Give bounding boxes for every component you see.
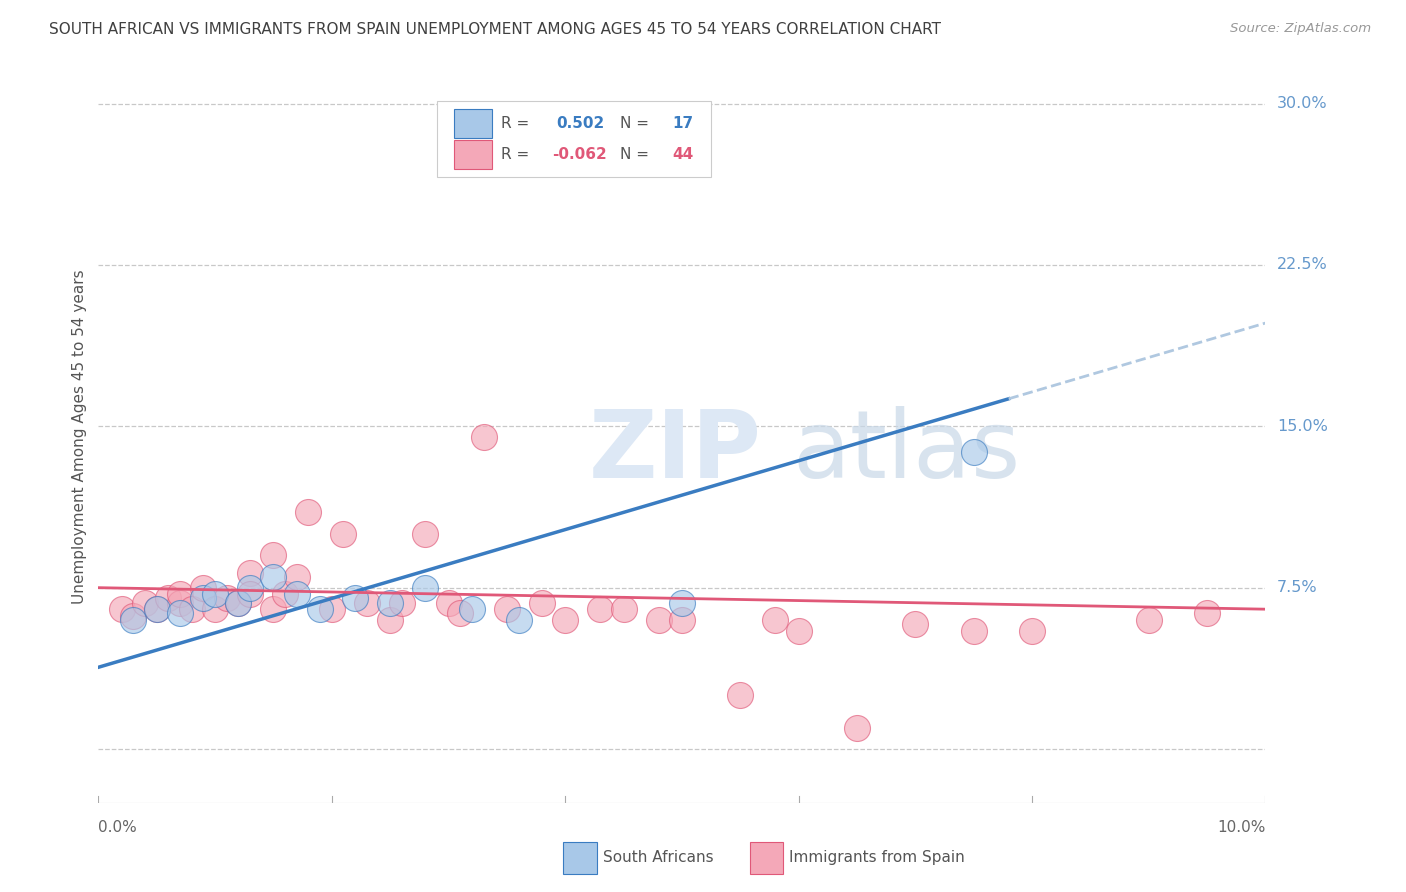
Point [380,613,402,627]
Text: 0.0%: 0.0% [98,820,138,835]
Point [169,596,191,610]
Point [215,591,238,606]
Text: R =: R = [501,116,534,131]
Text: N =: N = [620,116,654,131]
Point [239,587,262,601]
Text: 17: 17 [672,116,693,131]
Point [449,607,471,621]
Text: R =: R = [501,147,534,161]
Point [228,596,250,610]
Text: South Africans: South Africans [603,850,713,865]
Point [496,602,519,616]
Point [193,591,215,606]
Point [122,608,145,623]
Point [146,602,169,616]
Text: N =: N = [620,147,654,161]
Text: 44: 44 [672,147,693,161]
Text: 0.502: 0.502 [555,116,605,131]
Point [730,688,752,702]
Point [671,613,693,627]
Point [193,581,215,595]
Point [763,613,786,627]
Point [146,602,169,616]
Point [297,505,319,519]
Point [846,721,869,735]
Point [262,549,284,563]
Point [274,587,297,601]
Point [180,602,202,616]
Y-axis label: Unemployment Among Ages 45 to 54 years: Unemployment Among Ages 45 to 54 years [72,269,87,605]
Point [647,613,669,627]
Point [1137,613,1160,627]
Text: Source: ZipAtlas.com: Source: ZipAtlas.com [1230,22,1371,36]
Point [169,607,191,621]
Text: 10.0%: 10.0% [1218,820,1265,835]
Point [321,602,343,616]
Point [904,617,927,632]
Point [1195,607,1218,621]
FancyBboxPatch shape [562,841,596,874]
Point [787,624,810,638]
Point [169,587,191,601]
Text: 7.5%: 7.5% [1277,580,1317,595]
Text: 30.0%: 30.0% [1277,96,1327,112]
FancyBboxPatch shape [437,101,711,178]
Point [437,596,460,610]
Point [204,602,226,616]
Point [413,527,436,541]
Text: atlas: atlas [793,406,1021,498]
Point [391,596,413,610]
Point [285,587,308,601]
Point [380,596,402,610]
Point [134,596,156,610]
Point [111,602,134,616]
Text: 15.0%: 15.0% [1277,419,1327,434]
Point [530,596,553,610]
Text: Immigrants from Spain: Immigrants from Spain [789,850,965,865]
Text: 22.5%: 22.5% [1277,258,1327,272]
Text: SOUTH AFRICAN VS IMMIGRANTS FROM SPAIN UNEMPLOYMENT AMONG AGES 45 TO 54 YEARS CO: SOUTH AFRICAN VS IMMIGRANTS FROM SPAIN U… [49,22,941,37]
Text: ZIP: ZIP [589,406,762,498]
Point [554,613,576,627]
FancyBboxPatch shape [454,109,492,138]
Point [157,591,180,606]
Point [962,624,984,638]
Point [204,587,226,601]
Point [671,596,693,610]
Point [1021,624,1043,638]
Point [309,602,332,616]
Point [589,602,612,616]
Point [239,581,262,595]
Point [285,570,308,584]
Point [962,445,984,459]
Point [413,581,436,595]
Text: -0.062: -0.062 [553,147,607,161]
Point [262,602,284,616]
Point [332,527,354,541]
Point [239,566,262,580]
Point [344,591,367,606]
Point [472,430,495,444]
Point [356,596,378,610]
Point [262,570,284,584]
Point [461,602,484,616]
FancyBboxPatch shape [749,841,783,874]
Point [228,596,250,610]
Point [122,613,145,627]
Point [612,602,634,616]
FancyBboxPatch shape [454,140,492,169]
Point [508,613,530,627]
